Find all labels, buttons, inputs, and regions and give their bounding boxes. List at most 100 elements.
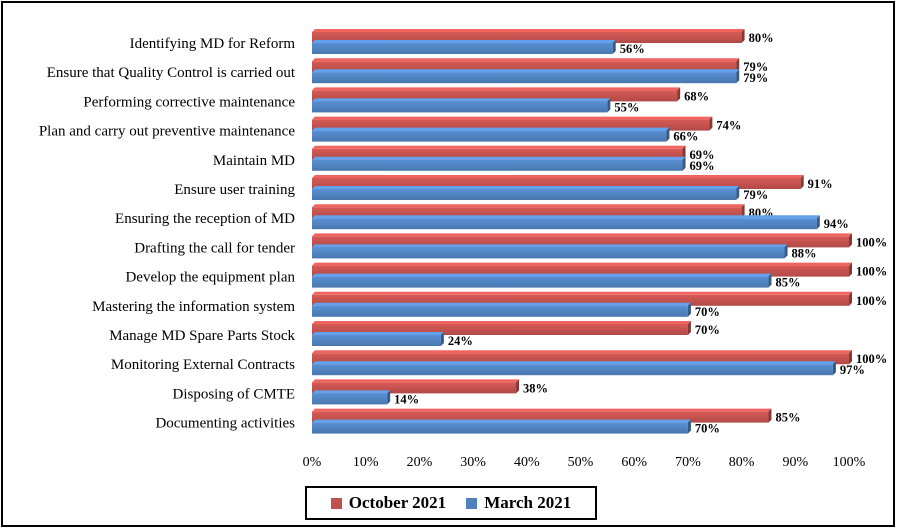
bar-top: [312, 215, 820, 219]
category-label: Performing corrective maintenance: [83, 94, 295, 110]
bar-face: [312, 148, 683, 160]
bar-october-2021: [312, 350, 852, 365]
category-label: Identifying MD for Reform: [130, 36, 296, 52]
value-label: 85%: [775, 276, 800, 290]
bar-top: [312, 116, 713, 120]
bar-face: [312, 189, 737, 200]
bar-end: [687, 321, 691, 335]
x-tick-label: 20%: [407, 455, 433, 470]
value-label: 66%: [673, 130, 698, 144]
value-label: 24%: [448, 334, 473, 348]
value-label: 14%: [394, 392, 419, 406]
bar-top: [312, 379, 520, 383]
bar-end: [736, 58, 740, 73]
bar-top: [312, 127, 670, 131]
bar-top: [312, 291, 852, 295]
bar-top: [312, 175, 804, 178]
category-label: Documenting activities: [155, 416, 295, 432]
bar-face: [312, 411, 769, 423]
bar-face: [312, 265, 849, 277]
x-tick-label: 0%: [303, 455, 322, 470]
x-tick-label: 90%: [782, 455, 808, 470]
value-label: 70%: [695, 422, 720, 436]
bar-top: [312, 273, 772, 277]
bar-end: [440, 332, 444, 346]
legend-label-march: March 2021: [484, 493, 572, 512]
category-label: Develop the equipment plan: [125, 270, 295, 286]
bar-top: [312, 204, 745, 208]
value-label: 80%: [749, 31, 774, 45]
category-label: Drafting the call for tender: [134, 240, 295, 256]
bar-october-2021: [312, 58, 740, 73]
bar-face: [312, 422, 688, 434]
bar-top: [312, 40, 616, 43]
bar-face: [312, 382, 517, 394]
bar-october-2021: [312, 87, 681, 102]
bar-october-2021: [312, 379, 520, 394]
bar-end: [387, 390, 391, 405]
bar-end: [800, 175, 804, 189]
bar-end: [832, 361, 836, 376]
bar-march-2021: [312, 215, 820, 230]
value-label: 91%: [808, 177, 833, 191]
bar-march-2021: [312, 244, 788, 259]
bar-top: [312, 262, 852, 266]
bar-october-2021: [312, 175, 804, 189]
category-label: Ensure user training: [174, 182, 295, 198]
bar-end: [736, 69, 740, 84]
bar-march-2021: [312, 390, 391, 405]
x-tick-label: 100%: [833, 455, 866, 470]
bar-october-2021: [312, 29, 745, 43]
x-tick-label: 50%: [568, 455, 594, 470]
bar-top: [312, 321, 691, 324]
bar-march-2021: [312, 156, 686, 171]
bar-top: [312, 186, 740, 189]
value-label: 88%: [792, 246, 817, 260]
bar-face: [312, 218, 817, 230]
bar-october-2021: [312, 116, 713, 131]
bar-end: [768, 273, 772, 288]
bar-top: [312, 390, 391, 394]
bar-end: [784, 244, 788, 259]
bar-top: [312, 302, 691, 306]
x-tick-label: 30%: [460, 455, 486, 470]
bar-top: [312, 29, 745, 32]
value-label: 68%: [684, 89, 709, 103]
bar-end: [849, 233, 852, 248]
bar-march-2021: [312, 361, 836, 376]
x-tick-label: 40%: [514, 455, 540, 470]
legend: October 2021 March 2021: [305, 486, 597, 520]
value-label: 38%: [523, 381, 548, 395]
bar-october-2021: [312, 145, 686, 160]
bar-top: [312, 156, 686, 160]
bar-top: [312, 350, 852, 354]
bar-end: [682, 156, 686, 171]
bar-face: [312, 61, 737, 73]
bar-end: [666, 127, 670, 142]
bar-face: [312, 101, 608, 113]
value-label: 97%: [840, 363, 865, 377]
bar-face: [312, 72, 737, 84]
bar-face: [312, 305, 688, 317]
bar-face: [312, 276, 769, 288]
bar-face: [312, 159, 683, 171]
bar-face: [312, 32, 742, 43]
value-label: 70%: [695, 305, 720, 319]
value-label: 79%: [743, 71, 768, 85]
bar-end: [709, 116, 713, 131]
x-tick-label: 80%: [729, 455, 755, 470]
bar-march-2021: [312, 273, 772, 288]
bar-end: [741, 29, 745, 43]
bar-face: [312, 335, 441, 346]
bar-top: [312, 408, 772, 412]
bar-top: [312, 361, 836, 365]
bar-end: [816, 215, 820, 230]
category-label: Maintain MD: [213, 153, 295, 169]
value-label: 100%: [856, 235, 887, 249]
bar-march-2021: [312, 302, 691, 317]
legend-item-october: October 2021: [330, 493, 446, 513]
bar-march-2021: [312, 98, 611, 113]
x-tick-label: 10%: [353, 455, 379, 470]
value-label: 79%: [743, 60, 768, 74]
bar-top: [312, 87, 681, 91]
